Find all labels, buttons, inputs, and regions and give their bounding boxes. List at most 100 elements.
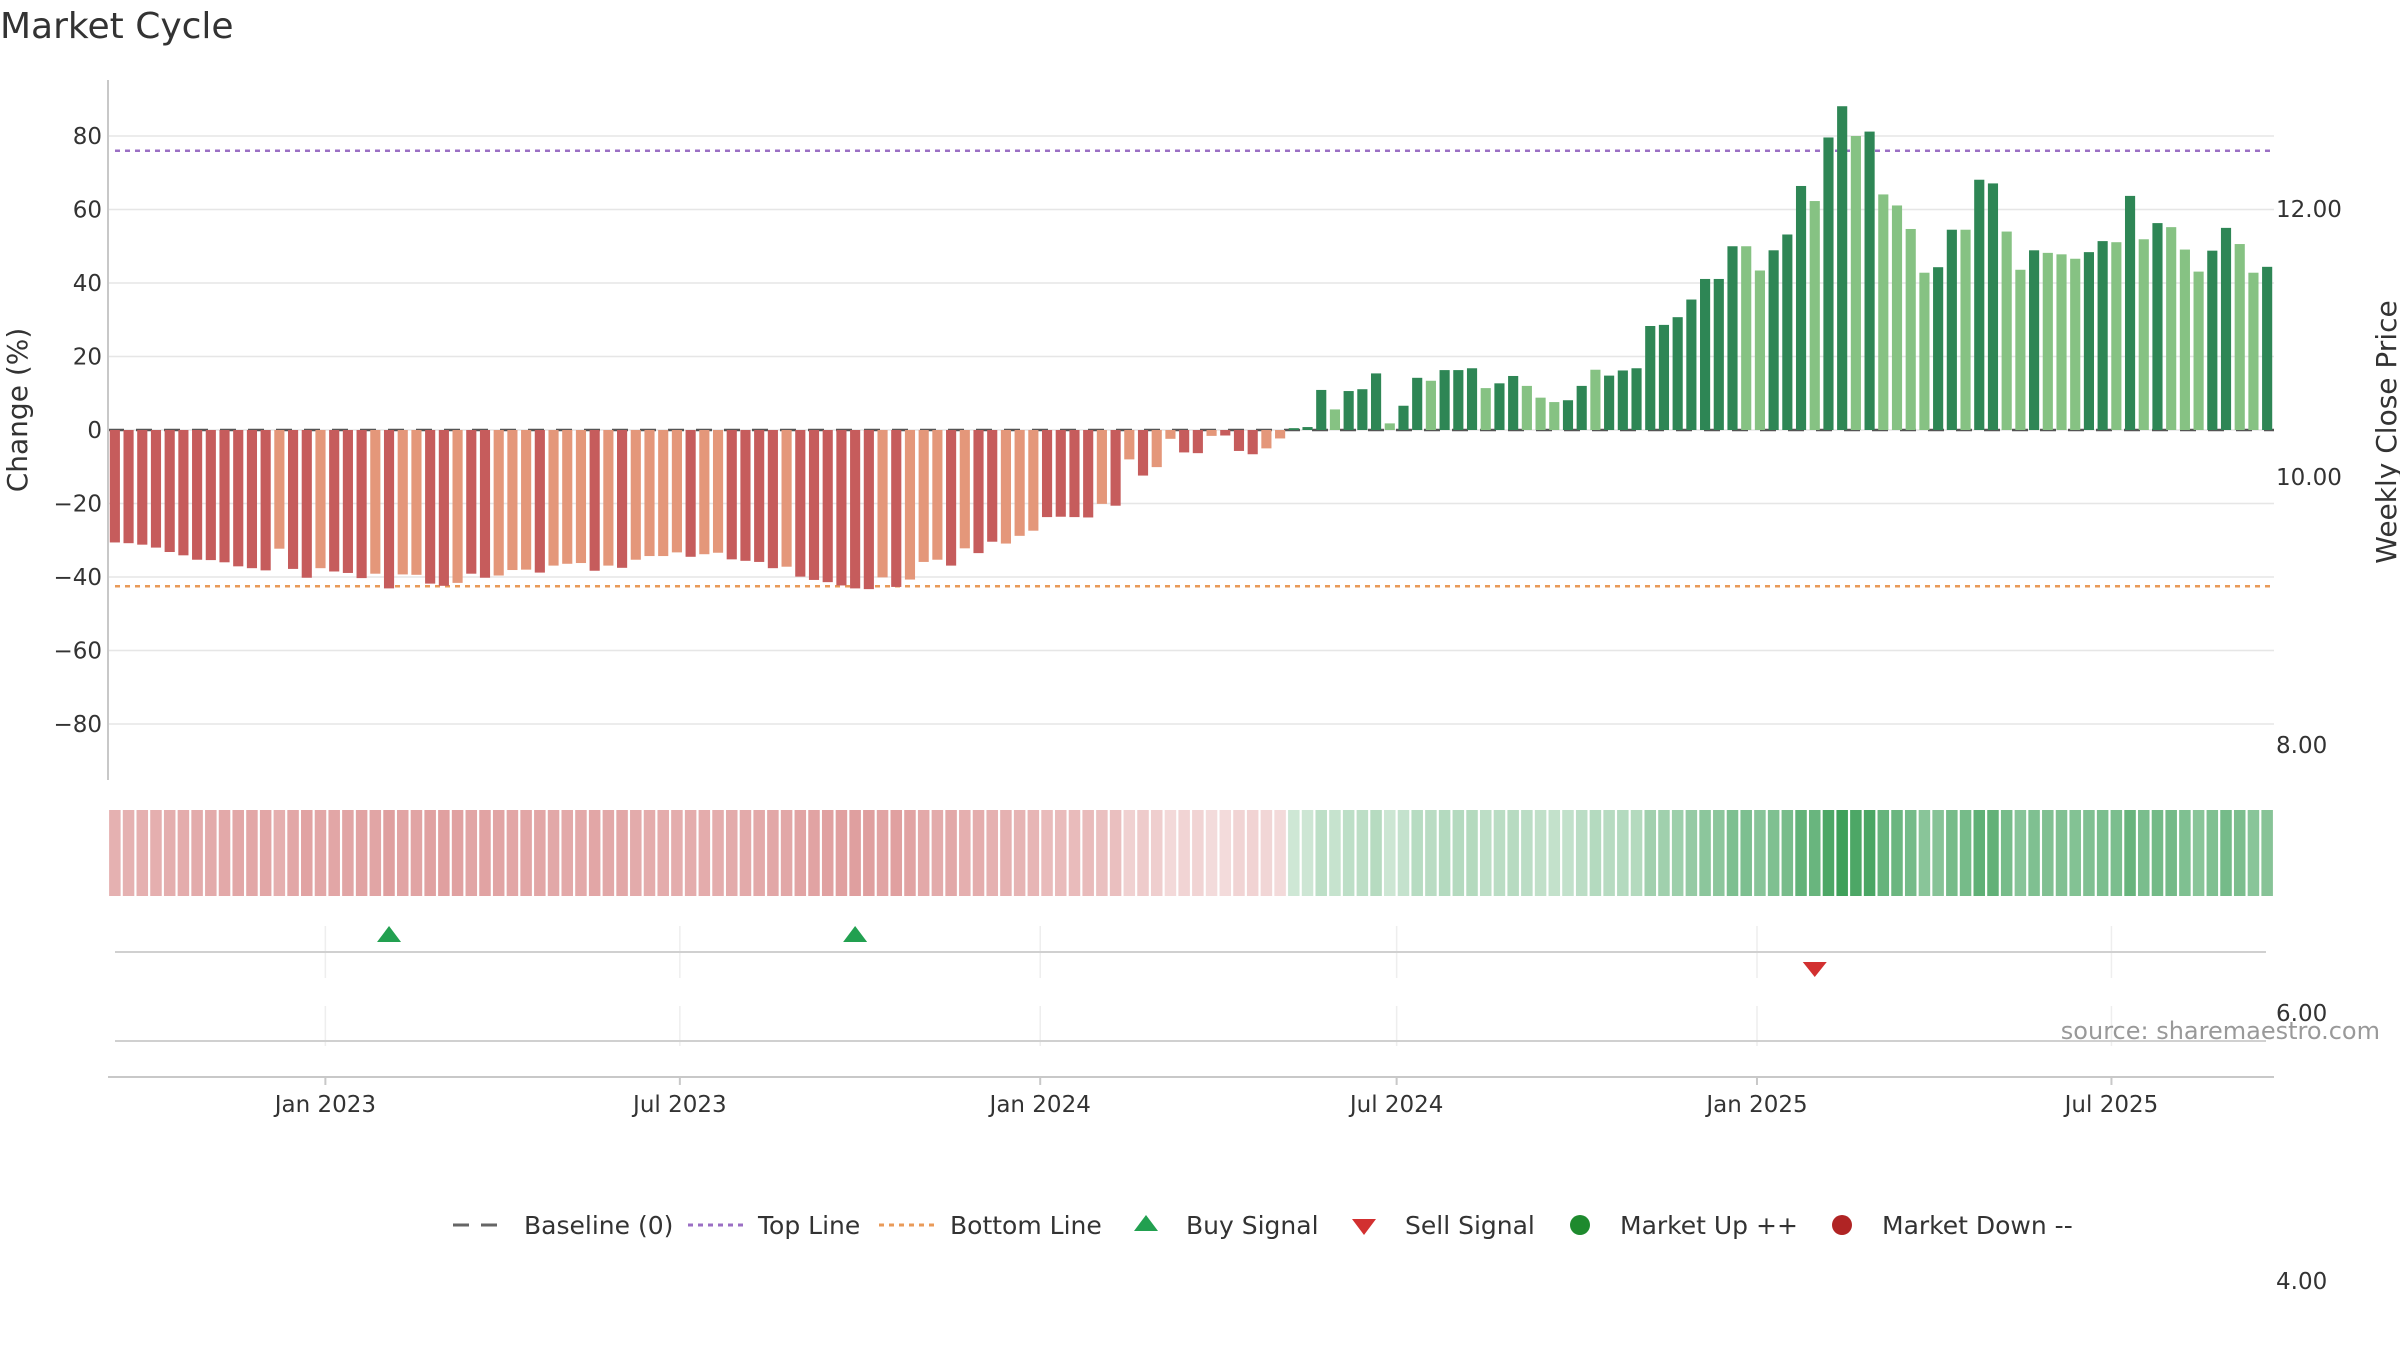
- y-tick-label: 20: [73, 345, 102, 371]
- heat-strip-cell: [396, 810, 409, 896]
- change-bar: [383, 430, 395, 589]
- change-bar: [1562, 400, 1574, 430]
- change-bar: [1713, 278, 1724, 430]
- heat-strip-cell: [1411, 810, 1423, 896]
- heat-strip-cell: [191, 810, 203, 896]
- heat-strip-cell: [2083, 810, 2095, 896]
- change-bar: [329, 430, 340, 572]
- heat-strip-cell: [849, 810, 861, 896]
- heat-strip-cell: [1055, 810, 1067, 896]
- legend-buy-signal-label: Buy Signal: [1186, 1211, 1319, 1240]
- change-bar: [2124, 195, 2136, 430]
- change-bar: [850, 430, 861, 589]
- heat-strip-cell: [1219, 810, 1232, 896]
- change-bar: [2097, 241, 2108, 430]
- change-bar: [1014, 430, 1025, 536]
- heat-strip-cell: [2110, 810, 2123, 896]
- legend-baseline-label: Baseline (0): [524, 1211, 673, 1240]
- change-bar: [1905, 228, 1916, 430]
- change-bar: [1453, 370, 1464, 430]
- heat-strip-cell: [630, 810, 642, 896]
- heat-strip-cell: [520, 810, 532, 896]
- heat-strip-cell: [1466, 810, 1478, 896]
- heat-strip-cell: [1178, 810, 1190, 896]
- change-bar: [1631, 368, 1642, 430]
- heat-strip-cell: [1150, 810, 1163, 896]
- change-bar: [466, 430, 477, 574]
- heat-strip-cell: [671, 810, 683, 896]
- heat-strip-cell: [2261, 810, 2273, 896]
- heat-strip-cell: [1082, 810, 1094, 896]
- heat-strip-cell: [2014, 810, 2027, 896]
- y2-tick-label: 6.00: [2276, 1001, 2327, 1027]
- heat-strip-cell: [1000, 810, 1012, 896]
- heat-strip-cell: [2042, 810, 2054, 896]
- change-bar: [2179, 249, 2190, 430]
- heat-strip-cell: [1452, 810, 1465, 896]
- change-bar: [863, 430, 874, 590]
- heat-strip-cell: [218, 810, 231, 896]
- heat-strip-cell: [1479, 810, 1492, 896]
- heat-strip-cell: [945, 810, 957, 896]
- change-bar: [1604, 375, 1615, 430]
- change-bar: [1946, 229, 1957, 430]
- change-bar: [534, 430, 545, 573]
- change-bar: [2111, 242, 2122, 430]
- heat-strip-cell: [1260, 810, 1273, 896]
- heat-strip: [109, 810, 2273, 896]
- change-bar: [548, 430, 559, 566]
- heat-strip-cell: [1836, 810, 1848, 896]
- legend-sell-signal-label: Sell Signal: [1405, 1211, 1535, 1240]
- change-bar: [946, 430, 957, 566]
- change-bar: [1233, 430, 1245, 451]
- change-bar: [2070, 258, 2081, 430]
- change-bar: [1700, 278, 1711, 430]
- heat-strip-cell: [2055, 810, 2068, 896]
- change-bar: [192, 430, 203, 560]
- change-bar: [877, 430, 888, 578]
- heat-strip-cell: [1274, 810, 1286, 896]
- heat-strip-cell: [972, 810, 985, 896]
- heat-strip-cell: [273, 810, 286, 896]
- heat-strip-cell: [1507, 810, 1519, 896]
- heat-strip-cell: [205, 810, 217, 896]
- heat-strip-cell: [547, 810, 560, 896]
- heat-strip-cell: [534, 810, 546, 896]
- change-bar: [1686, 299, 1697, 430]
- axes: 80 60 40 20 0 −20 −40 −60 −80 12.00 10.00 8.00 6.00 4…: [53, 80, 2342, 1295]
- change-bar: [630, 430, 641, 560]
- heat-strip-cell: [1027, 810, 1040, 896]
- heat-strip-cell: [725, 810, 738, 896]
- heat-strip-cell: [301, 810, 313, 896]
- heat-strip-cell: [1863, 810, 1876, 896]
- change-bar: [1974, 179, 1985, 430]
- heat-strip-cell: [1754, 810, 1766, 896]
- heat-strip-cell: [712, 810, 724, 896]
- heat-strip-cell: [1096, 810, 1108, 896]
- change-bar: [726, 430, 737, 560]
- change-bar: [2015, 269, 2026, 430]
- heat-strip-cell: [1891, 810, 1903, 896]
- change-bar: [260, 430, 271, 571]
- change-bar: [1672, 317, 1683, 430]
- change-bar: [1823, 137, 1834, 430]
- heat-strip-cell: [876, 810, 889, 896]
- change-bar: [1316, 389, 1327, 430]
- change-bar: [1919, 272, 1930, 430]
- change-bar: [1096, 430, 1107, 504]
- heat-strip-cell: [1671, 810, 1684, 896]
- change-bar: [1864, 131, 1875, 430]
- change-bar: [712, 430, 724, 553]
- heat-strip-cell: [1397, 810, 1410, 896]
- heat-strip-cell: [136, 810, 149, 896]
- heat-strip-cell: [1617, 810, 1629, 896]
- change-bar: [2029, 250, 2040, 430]
- change-bar: [1206, 430, 1217, 436]
- heat-strip-cell: [1713, 810, 1725, 896]
- heat-strip-cell: [1959, 810, 1972, 896]
- heat-strip-cell: [616, 810, 628, 896]
- change-bar: [2042, 252, 2053, 430]
- x-tick-label: Jul 2024: [1348, 1092, 1444, 1118]
- y-tick-label: −40: [53, 565, 102, 591]
